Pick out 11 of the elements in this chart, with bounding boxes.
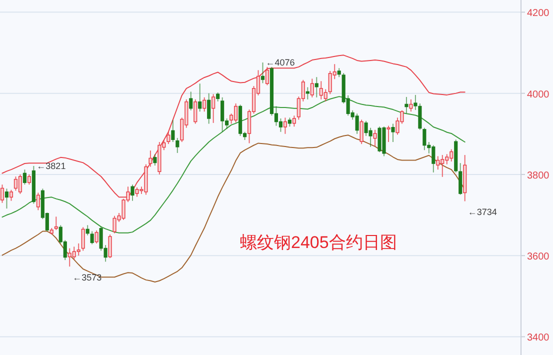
y-tick-label: 4200: [527, 8, 550, 20]
annotation: ←4076: [266, 57, 295, 68]
text: 螺纹钢2405合约日图: [240, 233, 397, 252]
y-tick-label: 3400: [527, 332, 550, 344]
line-series: [2, 96, 466, 234]
y-tick-label: 4000: [527, 89, 550, 100]
annotation: ←3573: [72, 272, 102, 283]
y-tick-label: 3600: [527, 252, 550, 263]
annotation: ←3734: [468, 207, 497, 218]
y-tick-label: 3800: [527, 170, 550, 182]
annotation: ←3821: [36, 160, 66, 171]
